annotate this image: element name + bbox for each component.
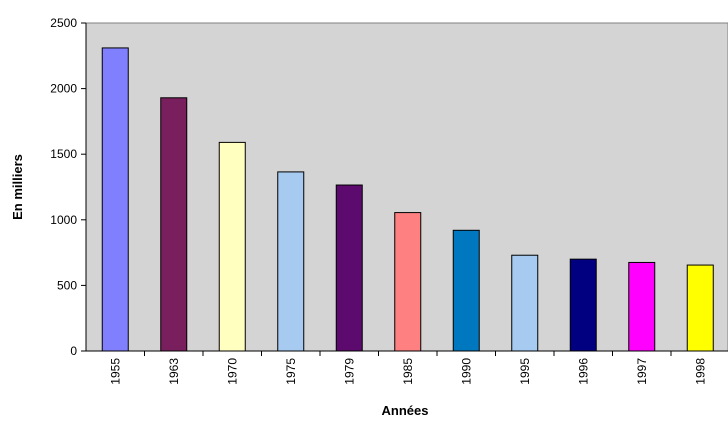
x-axis-title: Années	[382, 403, 429, 418]
y-tick-label-1000: 1000	[50, 213, 77, 227]
y-tick-label-2500: 2500	[50, 16, 77, 30]
bar-1979	[335, 184, 363, 352]
x-tick-label-1975: 1975	[284, 358, 298, 385]
x-tick-label-1970: 1970	[225, 358, 239, 385]
x-tick-label-1979: 1979	[342, 358, 356, 385]
x-tick-label-1998: 1998	[693, 358, 707, 385]
bar-1998	[686, 264, 714, 352]
bar-1996	[569, 258, 597, 352]
x-tick-label-1963: 1963	[167, 358, 181, 385]
y-tick-label-1500: 1500	[50, 147, 77, 161]
y-axis-title: En milliers	[10, 154, 25, 220]
x-tick-label-1985: 1985	[401, 358, 415, 385]
x-tick-label-1995: 1995	[518, 358, 532, 385]
bar-1963	[160, 97, 188, 352]
y-tick-label-2000: 2000	[50, 82, 77, 96]
x-ticks-group: 1955 1963 1970 1975 1979 1985 1990 1995 1996 1997…	[108, 351, 707, 385]
bar-1970	[218, 141, 246, 352]
bar-1997	[628, 261, 656, 352]
bar-1985	[394, 212, 422, 352]
y-tick-label-500: 500	[57, 278, 77, 292]
x-tick-label-1997: 1997	[635, 358, 649, 385]
x-tick-label-1955: 1955	[108, 358, 122, 385]
bar-1955	[101, 47, 129, 352]
bar-1995	[511, 254, 539, 352]
x-tick-label-1996: 1996	[576, 358, 590, 385]
y-ticks-group: 0 500 1000 1500 2000 2500	[50, 16, 86, 358]
x-tick-label-1990: 1990	[459, 358, 473, 385]
bar-1990	[452, 229, 480, 352]
bar-1975	[277, 171, 305, 352]
y-tick-label-0: 0	[70, 344, 77, 358]
